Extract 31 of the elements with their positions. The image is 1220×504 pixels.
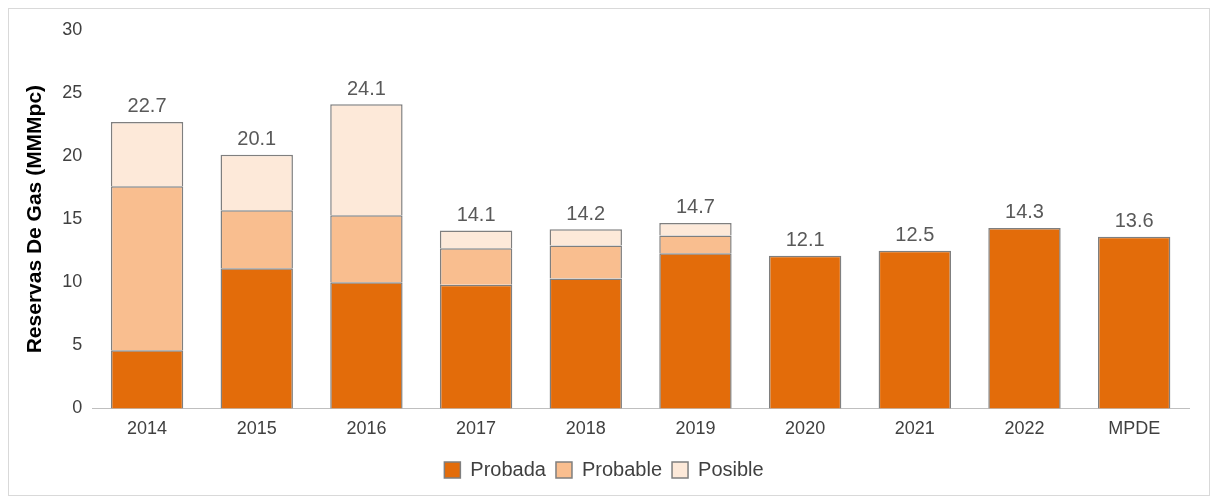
total-label: 22.7	[127, 94, 167, 117]
x-tick-label: 2022	[1004, 418, 1045, 439]
total-label: 14.3	[1005, 200, 1044, 223]
legend-label: Probable	[581, 457, 663, 480]
total-label: 24.1	[346, 76, 386, 99]
x-tick-label: 2020	[785, 418, 826, 439]
y-axis-title: Reservas De Gas (MMMpc)	[22, 84, 46, 354]
total-label: 13.6	[1114, 209, 1154, 232]
x-tick-label: 2017	[456, 418, 497, 439]
y-tick-label: 20	[62, 144, 83, 165]
total-label: 14.7	[675, 195, 715, 218]
y-tick-label: 10	[62, 271, 83, 292]
total-label: 12.1	[785, 228, 825, 251]
total-label: 12.5	[895, 223, 935, 246]
y-tick-label: 15	[62, 208, 83, 229]
x-tick-label: 2014	[127, 418, 168, 439]
x-tick-label: 2019	[675, 418, 716, 439]
total-label: 14.2	[566, 201, 606, 224]
total-label: 20.1	[237, 127, 277, 150]
legend-label: Posible	[698, 457, 764, 480]
x-tick-label: MPDE	[1108, 418, 1161, 439]
x-tick-label: 2018	[565, 418, 606, 439]
y-tick-label: 30	[62, 18, 83, 39]
x-tick-label: 2016	[346, 418, 387, 439]
x-tick-label: 2015	[236, 418, 277, 439]
legend-label: Probada	[470, 457, 547, 480]
total-label: 14.1	[456, 202, 496, 225]
x-tick-label: 2021	[894, 418, 935, 439]
y-tick-label: 0	[72, 397, 83, 418]
y-tick-label: 25	[62, 81, 83, 102]
y-tick-label: 5	[72, 334, 83, 355]
